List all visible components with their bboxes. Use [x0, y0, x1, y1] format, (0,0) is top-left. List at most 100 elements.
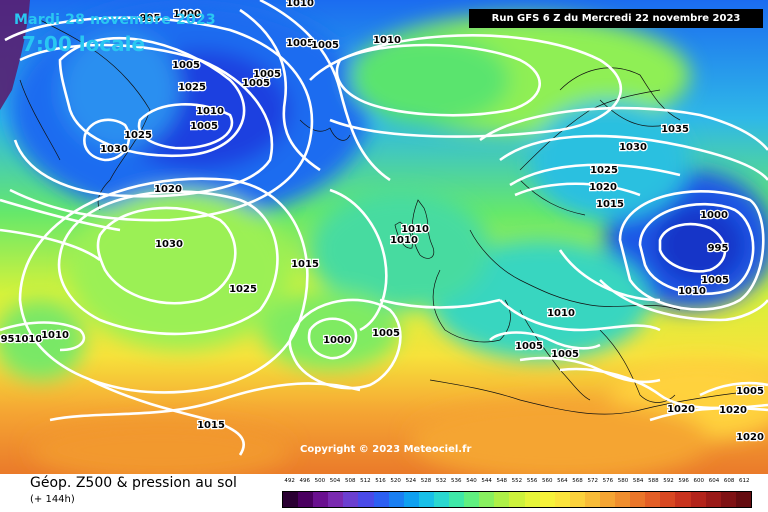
scale-value: 604	[708, 478, 720, 484]
coastlines	[19, 19, 761, 415]
pressure-label: 1000	[700, 210, 728, 221]
scale-value: 564	[557, 478, 568, 484]
pressure-label: 1010	[41, 330, 69, 341]
scale-swatch	[494, 492, 510, 507]
scale-swatch	[615, 492, 631, 507]
scale-value: 612	[739, 478, 750, 484]
scale-swatch	[569, 492, 585, 507]
scale-value: 536	[451, 478, 462, 484]
scale-swatch	[630, 492, 646, 507]
run-info-banner: Run GFS 6 Z du Mercredi 22 novembre 2023	[469, 9, 763, 28]
pressure-label: 1020	[719, 405, 747, 416]
scale-swatch	[433, 492, 450, 507]
scale-swatch	[343, 492, 359, 507]
pressure-label: 1005	[372, 328, 400, 339]
scale-swatch	[388, 492, 404, 507]
pressure-label: 1010	[196, 106, 224, 117]
forecast-time: 7:00 locale	[22, 32, 146, 56]
scale-swatch	[645, 492, 661, 507]
legend-subtitle: (+ 144h)	[30, 494, 75, 505]
scale-swatch	[509, 492, 525, 507]
scale-value: 556	[526, 478, 538, 484]
color-scale-swatches	[282, 491, 752, 508]
scale-swatch	[283, 492, 299, 507]
pressure-label: 1005	[515, 341, 543, 352]
scale-value: 576	[602, 478, 614, 484]
scale-value: 560	[541, 478, 553, 484]
scale-value: 524	[405, 478, 417, 484]
color-scale-labels: 492 496 500 504 508 512 516 520 524 528 532 536 540 5…	[282, 478, 752, 490]
pressure-label: 9951010	[0, 334, 42, 345]
scale-value: 496	[299, 478, 310, 484]
scale-swatch	[524, 492, 540, 507]
pressure-label: 1005	[286, 38, 314, 49]
pressure-label: 1010	[373, 35, 401, 46]
pressure-label: 1020	[589, 182, 617, 193]
pressure-label: 1020	[667, 404, 695, 415]
scale-value: 540	[466, 478, 477, 484]
scale-swatch	[584, 492, 600, 507]
pressure-label: 1010	[401, 224, 429, 235]
pressure-label: 995	[140, 13, 161, 24]
scale-value: 528	[420, 478, 432, 484]
scale-swatch	[479, 492, 495, 507]
scale-value: 584	[632, 478, 644, 484]
scale-swatch	[675, 492, 691, 507]
pressure-label: 1000	[173, 9, 201, 20]
pressure-label: 1005	[736, 386, 764, 397]
legend-bar: Géop. Z500 & pression au sol (+ 144h) 49…	[0, 474, 768, 512]
scale-swatch	[554, 492, 570, 507]
pressure-label: 1025	[590, 165, 618, 176]
scale-value: 592	[663, 478, 674, 484]
pressure-label: 1035	[661, 124, 689, 135]
scale-swatch	[403, 492, 419, 507]
scale-value: 568	[572, 478, 583, 484]
isobars	[0, 0, 768, 455]
scale-swatch	[313, 492, 329, 507]
scale-value: 492	[284, 478, 295, 484]
scale-swatch	[690, 492, 706, 507]
scale-swatch	[418, 492, 434, 507]
pressure-label: 1030	[155, 239, 183, 250]
pressure-label: 1025	[178, 82, 206, 93]
scale-value: 504	[329, 478, 341, 484]
scale-swatch	[720, 492, 736, 507]
pressure-label: 995	[708, 243, 729, 254]
pressure-label: 1005	[190, 121, 218, 132]
pressure-label: 1005	[551, 349, 579, 360]
pressure-label: 1005	[172, 60, 200, 71]
scale-swatch	[328, 492, 344, 507]
pressure-label: 1020	[736, 432, 764, 443]
scale-value: 512	[360, 478, 371, 484]
forecast-date: Mardi 28 novembre 2023	[14, 12, 216, 28]
scale-value: 552	[511, 478, 523, 484]
scale-value: 500	[314, 478, 326, 484]
scale-value: 580	[617, 478, 629, 484]
pressure-label: 1000	[323, 335, 351, 346]
scale-swatch	[373, 492, 389, 507]
pressure-label: 1010	[678, 286, 706, 297]
scale-value: 608	[723, 478, 735, 484]
pressure-label: 1010	[390, 235, 418, 246]
pressure-label: 1025	[229, 284, 257, 295]
scale-swatch	[660, 492, 676, 507]
pressure-label: 1005	[242, 78, 270, 89]
scale-swatch	[449, 492, 465, 507]
pressure-label: 1010	[547, 308, 575, 319]
scale-swatch	[705, 492, 721, 507]
pressure-label: 1020	[154, 184, 182, 195]
scale-swatch	[539, 492, 555, 507]
scale-swatch	[298, 492, 314, 507]
scale-value: 516	[375, 478, 386, 484]
scale-swatch	[464, 492, 480, 507]
pressure-label: 1005	[311, 40, 339, 51]
scale-swatch	[599, 492, 616, 507]
pressure-label: 1030	[619, 142, 647, 153]
geopotential-field	[0, 0, 768, 474]
pressure-label: 1015	[291, 259, 319, 270]
scale-value: 532	[435, 478, 447, 484]
scale-value: 572	[587, 478, 598, 484]
